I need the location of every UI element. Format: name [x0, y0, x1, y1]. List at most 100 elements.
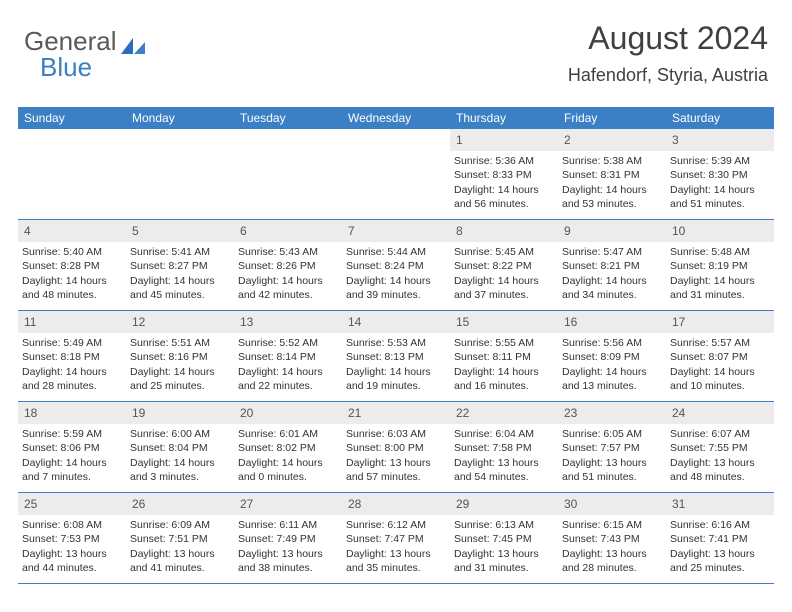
sunset-line: Sunset: 8:04 PM	[130, 441, 230, 455]
sunset-line: Sunset: 8:09 PM	[562, 350, 662, 364]
calendar-week: 25Sunrise: 6:08 AMSunset: 7:53 PMDayligh…	[18, 493, 774, 584]
calendar-cell: 14Sunrise: 5:53 AMSunset: 8:13 PMDayligh…	[342, 311, 450, 401]
day-details: Sunrise: 5:55 AMSunset: 8:11 PMDaylight:…	[450, 336, 558, 397]
day-details: Sunrise: 5:49 AMSunset: 8:18 PMDaylight:…	[18, 336, 126, 397]
sunset-line: Sunset: 8:16 PM	[130, 350, 230, 364]
daylight-line: Daylight: 13 hours and 25 minutes.	[670, 547, 770, 575]
daylight-line: Daylight: 14 hours and 19 minutes.	[346, 365, 446, 393]
sunrise-line: Sunrise: 5:51 AM	[130, 336, 230, 350]
daylight-line: Daylight: 14 hours and 16 minutes.	[454, 365, 554, 393]
calendar-cell: 8Sunrise: 5:45 AMSunset: 8:22 PMDaylight…	[450, 220, 558, 310]
daylight-line: Daylight: 14 hours and 22 minutes.	[238, 365, 338, 393]
sunrise-line: Sunrise: 6:15 AM	[562, 518, 662, 532]
sunrise-line: Sunrise: 6:16 AM	[670, 518, 770, 532]
day-details: Sunrise: 6:00 AMSunset: 8:04 PMDaylight:…	[126, 427, 234, 488]
day-number: 19	[126, 402, 234, 424]
calendar-cell: 16Sunrise: 5:56 AMSunset: 8:09 PMDayligh…	[558, 311, 666, 401]
day-number: 5	[126, 220, 234, 242]
daylight-line: Daylight: 13 hours and 48 minutes.	[670, 456, 770, 484]
calendar-cell: 28Sunrise: 6:12 AMSunset: 7:47 PMDayligh…	[342, 493, 450, 583]
calendar-cell: 13Sunrise: 5:52 AMSunset: 8:14 PMDayligh…	[234, 311, 342, 401]
sunrise-line: Sunrise: 6:11 AM	[238, 518, 338, 532]
daylight-line: Daylight: 13 hours and 51 minutes.	[562, 456, 662, 484]
calendar-cell	[18, 129, 126, 219]
daylight-line: Daylight: 14 hours and 48 minutes.	[22, 274, 122, 302]
calendar-grid: SundayMondayTuesdayWednesdayThursdayFrid…	[18, 107, 774, 584]
daylight-line: Daylight: 14 hours and 39 minutes.	[346, 274, 446, 302]
daylight-line: Daylight: 14 hours and 0 minutes.	[238, 456, 338, 484]
day-details: Sunrise: 6:09 AMSunset: 7:51 PMDaylight:…	[126, 518, 234, 579]
day-details: Sunrise: 5:41 AMSunset: 8:27 PMDaylight:…	[126, 245, 234, 306]
calendar-cell: 9Sunrise: 5:47 AMSunset: 8:21 PMDaylight…	[558, 220, 666, 310]
sunset-line: Sunset: 7:51 PM	[130, 532, 230, 546]
calendar-cell: 30Sunrise: 6:15 AMSunset: 7:43 PMDayligh…	[558, 493, 666, 583]
day-details: Sunrise: 6:04 AMSunset: 7:58 PMDaylight:…	[450, 427, 558, 488]
sunrise-line: Sunrise: 5:41 AM	[130, 245, 230, 259]
sunrise-line: Sunrise: 6:04 AM	[454, 427, 554, 441]
day-number: 15	[450, 311, 558, 333]
day-number: 18	[18, 402, 126, 424]
daylight-line: Daylight: 14 hours and 51 minutes.	[670, 183, 770, 211]
sunrise-line: Sunrise: 5:45 AM	[454, 245, 554, 259]
daylight-line: Daylight: 14 hours and 31 minutes.	[670, 274, 770, 302]
sunset-line: Sunset: 8:14 PM	[238, 350, 338, 364]
day-details: Sunrise: 5:36 AMSunset: 8:33 PMDaylight:…	[450, 154, 558, 215]
day-header-monday: Monday	[126, 107, 234, 129]
day-number: 7	[342, 220, 450, 242]
day-number: 2	[558, 129, 666, 151]
day-details: Sunrise: 6:03 AMSunset: 8:00 PMDaylight:…	[342, 427, 450, 488]
sunset-line: Sunset: 8:22 PM	[454, 259, 554, 273]
calendar-cell: 12Sunrise: 5:51 AMSunset: 8:16 PMDayligh…	[126, 311, 234, 401]
calendar-cell: 5 Sunrise: 5:41 AMSunset: 8:27 PMDaylight…	[126, 220, 234, 310]
daylight-line: Daylight: 13 hours and 31 minutes.	[454, 547, 554, 575]
day-details: Sunrise: 5:39 AMSunset: 8:30 PMDaylight:…	[666, 154, 774, 215]
day-number: 4	[18, 220, 126, 242]
daylight-line: Daylight: 14 hours and 56 minutes.	[454, 183, 554, 211]
day-header-thursday: Thursday	[450, 107, 558, 129]
sunset-line: Sunset: 7:58 PM	[454, 441, 554, 455]
day-details: Sunrise: 5:43 AMSunset: 8:26 PMDaylight:…	[234, 245, 342, 306]
calendar-cell: 1 Sunrise: 5:36 AMSunset: 8:33 PMDaylight…	[450, 129, 558, 219]
calendar-cell: 21 Sunrise: 6:03 AMSunset: 8:00 PMDayligh…	[342, 402, 450, 492]
calendar-cell: 7Sunrise: 5:44 AMSunset: 8:24 PMDaylight…	[342, 220, 450, 310]
day-header-friday: Friday	[558, 107, 666, 129]
daylight-line: Daylight: 13 hours and 41 minutes.	[130, 547, 230, 575]
calendar-cell: 11Sunrise: 5:49 AMSunset: 8:18 PMDayligh…	[18, 311, 126, 401]
day-details: Sunrise: 5:38 AMSunset: 8:31 PMDaylight:…	[558, 154, 666, 215]
sunset-line: Sunset: 8:13 PM	[346, 350, 446, 364]
day-number: 23	[558, 402, 666, 424]
daylight-line: Daylight: 13 hours and 28 minutes.	[562, 547, 662, 575]
day-header-sunday: Sunday	[18, 107, 126, 129]
daylight-line: Daylight: 14 hours and 28 minutes.	[22, 365, 122, 393]
calendar-cell	[234, 129, 342, 219]
day-details: Sunrise: 5:56 AMSunset: 8:09 PMDaylight:…	[558, 336, 666, 397]
calendar-week: 18 Sunrise: 5:59 AMSunset: 8:06 PMDayligh…	[18, 402, 774, 493]
day-details: Sunrise: 6:15 AMSunset: 7:43 PMDaylight:…	[558, 518, 666, 579]
day-details: Sunrise: 5:57 AMSunset: 8:07 PMDaylight:…	[666, 336, 774, 397]
day-details: Sunrise: 6:13 AMSunset: 7:45 PMDaylight:…	[450, 518, 558, 579]
day-details: Sunrise: 6:16 AMSunset: 7:41 PMDaylight:…	[666, 518, 774, 579]
calendar-cell	[126, 129, 234, 219]
sunset-line: Sunset: 8:24 PM	[346, 259, 446, 273]
sail-icon	[119, 32, 147, 52]
sunset-line: Sunset: 8:06 PM	[22, 441, 122, 455]
calendar-cell: 3 Sunrise: 5:39 AMSunset: 8:30 PMDaylight…	[666, 129, 774, 219]
day-number: 31	[666, 493, 774, 515]
day-details: Sunrise: 6:01 AMSunset: 8:02 PMDaylight:…	[234, 427, 342, 488]
calendar-week: 1 Sunrise: 5:36 AMSunset: 8:33 PMDaylight…	[18, 129, 774, 220]
day-number: 22	[450, 402, 558, 424]
sunrise-line: Sunrise: 5:57 AM	[670, 336, 770, 350]
day-details: Sunrise: 5:59 AMSunset: 8:06 PMDaylight:…	[18, 427, 126, 488]
day-number: 1	[450, 129, 558, 151]
day-number: 6	[234, 220, 342, 242]
calendar-cell: 23 Sunrise: 6:05 AMSunset: 7:57 PMDayligh…	[558, 402, 666, 492]
daylight-line: Daylight: 14 hours and 34 minutes.	[562, 274, 662, 302]
day-number: 21	[342, 402, 450, 424]
day-details: Sunrise: 6:05 AMSunset: 7:57 PMDaylight:…	[558, 427, 666, 488]
sunset-line: Sunset: 8:33 PM	[454, 168, 554, 182]
daylight-line: Daylight: 14 hours and 13 minutes.	[562, 365, 662, 393]
calendar-cell: 6 Sunrise: 5:43 AMSunset: 8:26 PMDaylight…	[234, 220, 342, 310]
day-number: 3	[666, 129, 774, 151]
sunset-line: Sunset: 8:00 PM	[346, 441, 446, 455]
sunset-line: Sunset: 8:02 PM	[238, 441, 338, 455]
